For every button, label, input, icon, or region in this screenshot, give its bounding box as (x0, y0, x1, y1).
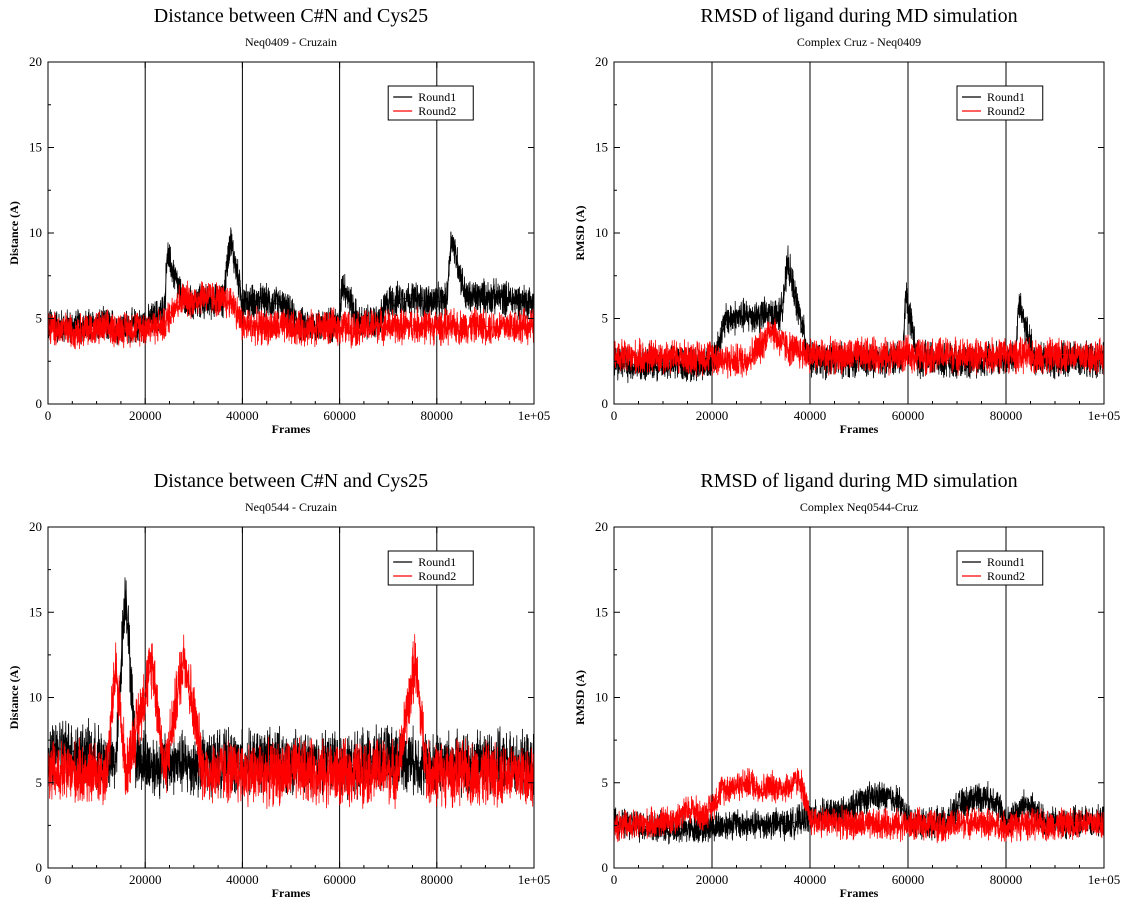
y-tick-label: 10 (595, 225, 608, 240)
x-tick-label: 60000 (892, 408, 925, 423)
chart-title: Distance between C#N and Cys25 (154, 470, 428, 492)
x-tick-label: 60000 (323, 408, 356, 423)
x-tick-label: 40000 (794, 408, 827, 423)
x-tick-label: 20000 (129, 872, 162, 887)
x-axis-label: Frames (840, 422, 879, 436)
x-tick-label: 20000 (696, 872, 729, 887)
y-tick-label: 20 (29, 519, 42, 534)
plot-area (614, 768, 1104, 845)
y-tick-label: 10 (595, 690, 608, 705)
x-tick-label: 1e+05 (518, 408, 551, 423)
chart-subtitle: Neq0409 - Cruzain (245, 35, 337, 49)
chart-subtitle: Neq0544 - Cruzain (245, 500, 337, 514)
chart-panel-1: Distance between C#N and Cys25 Neq0409 - … (7, 5, 550, 436)
x-tick-label: 80000 (990, 408, 1023, 423)
x-tick-label: 1e+05 (518, 872, 551, 887)
series-peaks-round2 (48, 294, 534, 331)
y-tick-label: 15 (29, 604, 42, 619)
y-tick-label: 0 (36, 396, 43, 411)
legend-box (387, 85, 474, 121)
y-tick-label: 20 (595, 519, 608, 534)
x-axis-label: Frames (272, 886, 311, 900)
y-tick-label: 5 (602, 775, 609, 790)
legend-label-round1: Round1 (987, 90, 1025, 104)
legend-label-round2: Round2 (987, 569, 1025, 583)
x-tick-label: 60000 (892, 872, 925, 887)
series-peaks-round2 (48, 653, 534, 775)
plot-area (614, 245, 1104, 384)
legend-label-round2: Round2 (987, 104, 1025, 118)
x-tick-label: 80000 (421, 408, 454, 423)
x-tick-label: 20000 (129, 408, 162, 423)
y-tick-label: 15 (595, 140, 608, 155)
x-tick-label: 80000 (990, 872, 1023, 887)
x-tick-label: 60000 (323, 872, 356, 887)
y-tick-label: 20 (29, 54, 42, 69)
series-peaks-round2 (614, 778, 1104, 828)
y-tick-label: 10 (29, 690, 42, 705)
x-tick-label: 40000 (794, 872, 827, 887)
x-tick-label: 0 (611, 872, 618, 887)
x-tick-label: 1e+05 (1088, 872, 1121, 887)
y-tick-label: 5 (602, 311, 609, 326)
y-axis-label: RMSD (A) (573, 206, 587, 261)
chart-title: Distance between C#N and Cys25 (154, 5, 428, 27)
legend-label-round1: Round1 (418, 90, 456, 104)
y-tick-label: 15 (29, 140, 42, 155)
y-tick-label: 0 (602, 860, 609, 875)
series-line-round2 (48, 634, 534, 809)
x-tick-label: 40000 (226, 408, 259, 423)
chart-subtitle: Complex Neq0544-Cruz (800, 500, 918, 514)
y-tick-label: 0 (36, 860, 43, 875)
legend-label-round1: Round1 (418, 555, 456, 569)
legend-label-round2: Round2 (418, 104, 456, 118)
x-tick-label: 20000 (696, 408, 729, 423)
series-line-round2 (614, 318, 1104, 379)
y-tick-label: 0 (602, 396, 609, 411)
chart-title: RMSD of ligand during MD simulation (700, 5, 1017, 27)
chart-subtitle: Complex Cruz - Neq0409 (797, 35, 921, 49)
x-tick-label: 40000 (226, 872, 259, 887)
legend-label-round1: Round1 (987, 555, 1025, 569)
y-tick-label: 5 (36, 311, 43, 326)
x-tick-label: 80000 (421, 872, 454, 887)
y-axis-label: Distance (A) (7, 201, 21, 265)
legend-box (387, 550, 474, 586)
y-axis-label: Distance (A) (7, 666, 21, 730)
x-axis-label: Frames (272, 422, 311, 436)
plot-area (48, 577, 534, 809)
chart-title: RMSD of ligand during MD simulation (700, 470, 1017, 492)
y-tick-label: 20 (595, 54, 608, 69)
legend-box (956, 550, 1044, 586)
x-tick-label: 0 (45, 872, 52, 887)
x-axis-label: Frames (840, 886, 879, 900)
y-tick-label: 10 (29, 225, 42, 240)
y-tick-label: 15 (595, 604, 608, 619)
y-axis-label: RMSD (A) (573, 670, 587, 725)
series-line-round2 (614, 768, 1104, 844)
chart-panel-3: Distance between C#N and Cys25 Neq0544 - … (7, 470, 550, 900)
chart-panel-4: RMSD of ligand during MD simulation Compl… (573, 470, 1120, 900)
series-peaks-round2 (614, 326, 1104, 362)
x-tick-label: 0 (45, 408, 52, 423)
plot-area (48, 227, 534, 350)
y-tick-label: 5 (36, 775, 43, 790)
legend-label-round2: Round2 (418, 569, 456, 583)
chart-panel-2: RMSD of ligand during MD simulation Compl… (573, 5, 1120, 436)
x-tick-label: 1e+05 (1088, 408, 1121, 423)
legend-box (956, 85, 1044, 121)
x-tick-label: 0 (611, 408, 618, 423)
